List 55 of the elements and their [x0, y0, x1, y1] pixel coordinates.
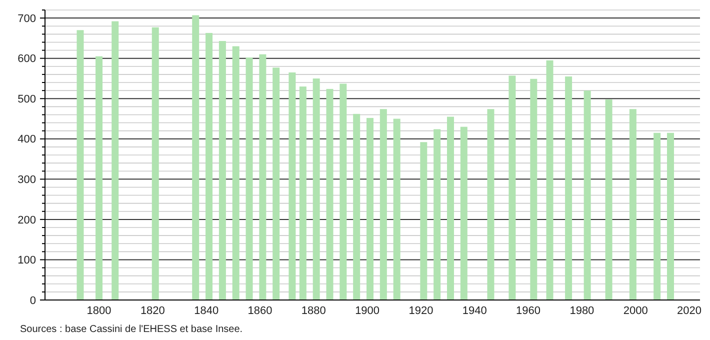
bar	[288, 72, 296, 300]
bar	[434, 129, 441, 300]
x-tick-label: 1980	[570, 305, 594, 317]
bar	[299, 86, 306, 300]
y-tick-label: 600	[18, 53, 36, 66]
x-tick-label: 2020	[677, 305, 702, 317]
bar	[246, 58, 253, 300]
y-tick-label: 100	[18, 254, 36, 267]
y-tick-label: 700	[18, 12, 36, 25]
bar	[420, 142, 428, 300]
bar	[380, 109, 387, 300]
bar	[326, 88, 334, 300]
y-tick-label: 200	[18, 214, 36, 226]
bar	[96, 56, 103, 300]
bar	[272, 68, 280, 300]
bar	[460, 126, 468, 300]
bar	[152, 27, 159, 300]
x-tick-label: 1840	[194, 305, 219, 317]
bar	[565, 76, 572, 300]
x-tick-label: 1940	[462, 305, 487, 317]
bar	[629, 109, 636, 300]
bar	[487, 109, 494, 300]
x-tick-label: 1820	[140, 305, 165, 317]
bar	[259, 54, 266, 300]
x-tick-label: 1960	[516, 305, 541, 317]
bar	[76, 30, 84, 300]
bar	[192, 15, 200, 300]
bar	[312, 78, 320, 300]
bar	[112, 21, 119, 300]
source-note: Sources : base Cassini de l'EHESS et base Insee.	[20, 324, 243, 335]
bar	[393, 118, 400, 300]
bar	[206, 32, 213, 300]
bar	[666, 132, 674, 300]
bar	[654, 132, 661, 300]
bar	[353, 114, 360, 300]
bar	[218, 41, 226, 300]
bar	[508, 76, 516, 300]
bar	[546, 60, 554, 300]
bar	[584, 90, 591, 300]
y-tick-label: 400	[18, 134, 36, 146]
x-tick-label: 2000	[623, 305, 648, 317]
y-tick-label: 500	[18, 93, 36, 106]
bar	[366, 118, 374, 300]
y-tick-label: 0	[30, 294, 36, 307]
bar	[605, 99, 612, 300]
x-tick-label: 1860	[248, 305, 272, 317]
x-tick-label: 1880	[301, 305, 326, 317]
x-tick-label: 1900	[355, 305, 380, 317]
bar	[232, 46, 240, 300]
bar	[530, 78, 538, 300]
x-tick-label: 1800	[86, 305, 112, 317]
x-tick-label: 1920	[408, 305, 434, 317]
bar	[340, 84, 347, 300]
bar	[446, 116, 454, 300]
y-tick-label: 300	[18, 174, 36, 186]
